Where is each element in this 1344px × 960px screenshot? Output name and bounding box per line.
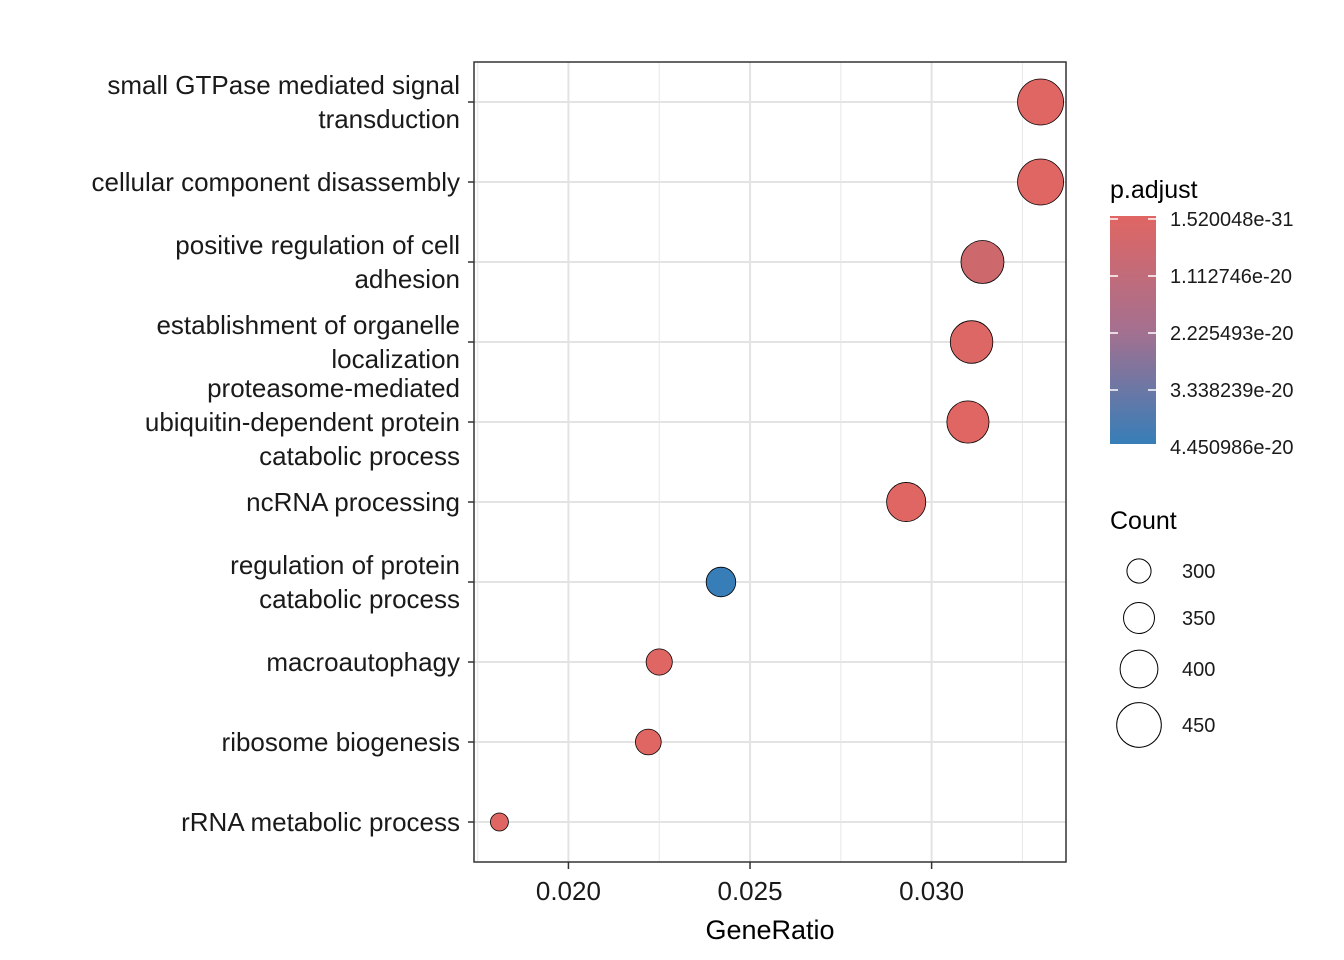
y-tick-label-line: transduction <box>318 104 460 134</box>
size-legend-title: Count <box>1110 507 1177 535</box>
data-point <box>1017 158 1064 206</box>
y-tick-label-line: ribosome biogenesis <box>222 727 460 757</box>
y-tick-label: establishment of organelle localization <box>156 310 460 374</box>
color-legend-label: 3.338239e-20 <box>1170 380 1293 402</box>
x-tick-label: 0.020 <box>536 876 601 906</box>
size-legend-circle <box>1126 558 1152 584</box>
panel-border-rect <box>473 61 1067 863</box>
y-tick-label: macroautophagy <box>266 647 460 677</box>
y-tick-label-line: small GTPase mediated signal <box>107 70 460 100</box>
data-point <box>886 482 927 522</box>
data-point <box>946 400 990 444</box>
y-tick-label-line: catabolic process <box>259 441 460 471</box>
size-legend-label: 350 <box>1182 608 1215 630</box>
y-tick-label-line: localization <box>331 344 460 374</box>
data-point <box>645 648 673 676</box>
y-tick-label-line: macroautophagy <box>266 647 460 677</box>
data-point <box>949 320 994 364</box>
y-tick-label: rRNA metabolic process <box>181 807 460 837</box>
plot-panel <box>474 62 1066 862</box>
y-axis: small GTPase mediated signal transduction… <box>91 70 474 837</box>
y-tick-label-line: adhesion <box>354 264 460 294</box>
panel-border <box>473 61 1067 863</box>
y-tick-label-line: establishment of organelle <box>156 310 460 340</box>
panel-background <box>474 62 1066 862</box>
data-points <box>490 78 1064 832</box>
color-legend-ticks: 1.520048e-31 1.112746e-20 2.225493e-20 3.33… <box>1110 209 1293 459</box>
color-legend: p.adjust 1.520048e-31 1.112746e-20 2.22549… <box>1110 176 1293 459</box>
y-tick-label-line: rRNA metabolic process <box>181 807 460 837</box>
y-tick-label-line: regulation of protein <box>230 550 460 580</box>
y-tick-label-line: catabolic process <box>259 584 460 614</box>
x-axis: 0.020 0.025 0.030 <box>536 862 964 906</box>
color-legend-label: 4.450986e-20 <box>1170 437 1293 459</box>
size-legend-circle <box>1116 702 1162 748</box>
color-legend-label: 1.112746e-20 <box>1170 266 1292 288</box>
y-tick-label: positive regulation of cell adhesion <box>175 230 460 294</box>
data-point <box>960 240 1005 284</box>
data-point <box>490 812 509 832</box>
color-legend-label: 2.225493e-20 <box>1170 323 1293 345</box>
size-legend-items: 300 350 400 450 <box>1116 558 1215 748</box>
y-tick-label: proteasome-mediated ubiquitin-dependent p… <box>145 373 460 471</box>
y-tick-label-line: proteasome-mediated <box>207 373 460 403</box>
x-axis-title: GeneRatio <box>705 915 834 945</box>
size-legend-circle <box>1119 649 1159 689</box>
y-tick-label-line: positive regulation of cell <box>175 230 460 260</box>
size-legend-label: 400 <box>1182 659 1215 681</box>
y-tick-label: small GTPase mediated signal transduction <box>107 70 460 134</box>
y-tick-label-line: ubiquitin-dependent protein <box>145 407 460 437</box>
y-tick-label: regulation of protein catabolic process <box>230 550 460 614</box>
y-tick-label: cellular component disassembly <box>91 167 460 197</box>
y-tick-label: ribosome biogenesis <box>222 727 460 757</box>
color-legend-title: p.adjust <box>1110 176 1198 204</box>
size-legend: Count 300 350 400 450 <box>1110 507 1215 748</box>
y-tick-label-line: cellular component disassembly <box>91 167 460 197</box>
color-legend-label: 1.520048e-31 <box>1170 209 1293 231</box>
y-tick-label: ncRNA processing <box>246 487 460 517</box>
size-legend-circle <box>1123 602 1155 634</box>
data-point <box>705 566 737 598</box>
size-legend-label: 450 <box>1182 715 1215 737</box>
y-tick-label-line: ncRNA processing <box>246 487 460 517</box>
size-legend-label: 300 <box>1182 561 1215 583</box>
data-point <box>1017 78 1064 126</box>
data-point <box>635 728 662 756</box>
x-tick-label: 0.030 <box>899 876 964 906</box>
x-tick-label: 0.025 <box>717 876 782 906</box>
color-legend-bar <box>1110 216 1156 444</box>
